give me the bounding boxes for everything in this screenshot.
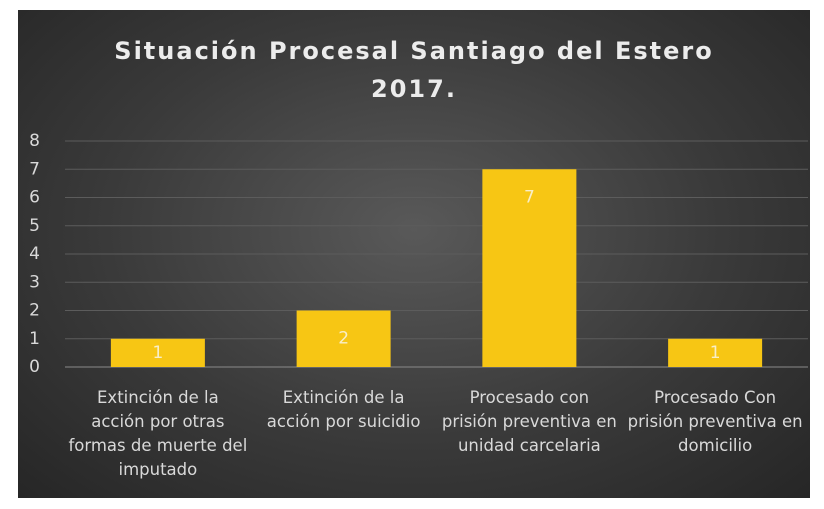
y-tick-label: 0 — [29, 357, 40, 377]
y-tick-label: 2 — [29, 301, 40, 321]
y-tick-label: 5 — [29, 216, 40, 236]
data-label: 1 — [152, 343, 163, 363]
x-tick-label: Procesado con prisión preventiva en unid… — [441, 388, 617, 455]
bar — [110, 338, 205, 367]
bar — [668, 338, 763, 367]
data-label: 2 — [338, 329, 349, 349]
x-tick-label: Extinción de la acción por suicidio — [266, 388, 421, 431]
chart-title: Situación Procesal Santiago del Estero 2… — [114, 37, 714, 103]
y-tick-label: 3 — [29, 272, 40, 292]
y-tick-label: 4 — [29, 244, 40, 264]
data-label: 1 — [710, 343, 721, 363]
x-tick-label: Extinción de la acción por otras formas … — [68, 388, 248, 479]
y-tick-label: 1 — [29, 329, 40, 349]
plot: 0 1 2 3 4 5 6 7 8 1 2 7 1 — [29, 131, 808, 377]
data-label: 7 — [524, 187, 535, 207]
y-tick-label: 8 — [29, 131, 40, 151]
bar — [482, 169, 577, 367]
chart: Situación Procesal Santiago del Estero 2… — [18, 10, 810, 498]
y-tick-label: 7 — [29, 159, 40, 179]
y-tick-label: 6 — [29, 188, 40, 208]
bar — [296, 310, 391, 367]
x-tick-label: Procesado Con prisión preventiva en domi… — [627, 388, 803, 455]
